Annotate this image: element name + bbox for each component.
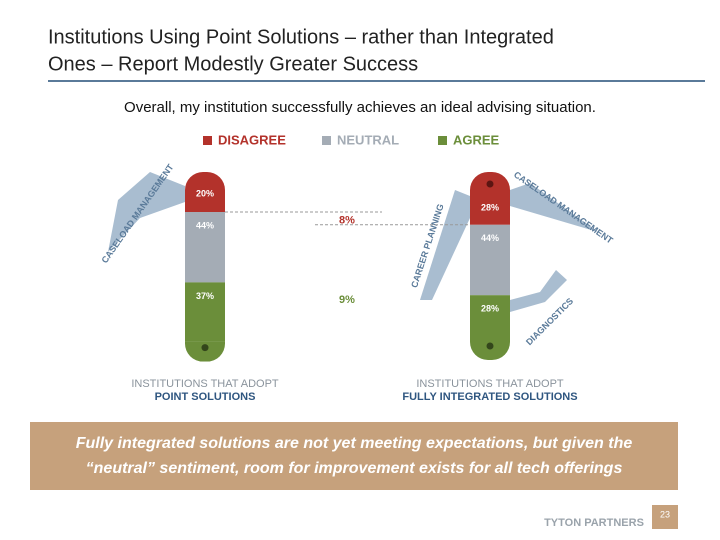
annotation: 9% [339, 294, 355, 306]
blade-label: CASELOAD MANAGEMENT [99, 162, 175, 265]
slide-title: Ones – Report Modestly Greater Success [48, 53, 418, 75]
legend-swatch [203, 136, 212, 145]
data-label: 20% [196, 188, 214, 198]
blade [510, 270, 567, 312]
category-prefix: INSTITUTIONS THAT ADOPT [131, 378, 279, 390]
data-label: 37% [196, 291, 214, 301]
subtitle: Overall, my institution successfully ach… [124, 99, 596, 116]
category-label: POINT SOLUTIONS [155, 391, 256, 403]
handle [470, 172, 510, 360]
blade [420, 190, 470, 300]
bar-segment [470, 172, 510, 225]
slide-title: Institutions Using Point Solutions – rat… [48, 26, 554, 48]
handle-cap [470, 340, 510, 360]
handle [185, 172, 225, 362]
handle-rivet [201, 344, 209, 352]
blades [108, 172, 598, 312]
legend-swatch [322, 136, 331, 145]
handle-rivet [486, 180, 494, 188]
footer-brand: TYTON PARTNERS [544, 517, 644, 529]
annotation: 8% [339, 214, 355, 226]
callout-text: Fully integrated solutions are not yet m… [76, 435, 633, 452]
category-label: FULLY INTEGRATED SOLUTIONS [402, 391, 577, 403]
legend-label: DISAGREE [218, 132, 286, 147]
blade [108, 172, 185, 252]
page-number-box [652, 505, 678, 529]
blade [510, 183, 598, 232]
callout-text: “neutral” sentiment, room for improvemen… [86, 460, 623, 477]
legend-label: AGREE [453, 132, 500, 147]
data-label: 28% [481, 304, 499, 314]
handle-rivet [486, 342, 494, 350]
bar-segment [470, 295, 510, 340]
data-label: 44% [481, 233, 499, 243]
legend-label: NEUTRAL [337, 132, 399, 147]
bar-segment [470, 224, 510, 296]
handle-cap [185, 341, 225, 362]
data-label: 44% [196, 220, 214, 230]
bar-segment [185, 172, 225, 212]
bar-segment [185, 282, 225, 342]
legend-swatch [438, 136, 447, 145]
page-number: 23 [660, 509, 670, 519]
bar-segment [185, 212, 225, 283]
callout-box [30, 422, 678, 490]
category-prefix: INSTITUTIONS THAT ADOPT [416, 378, 564, 390]
data-label: 28% [481, 202, 499, 212]
